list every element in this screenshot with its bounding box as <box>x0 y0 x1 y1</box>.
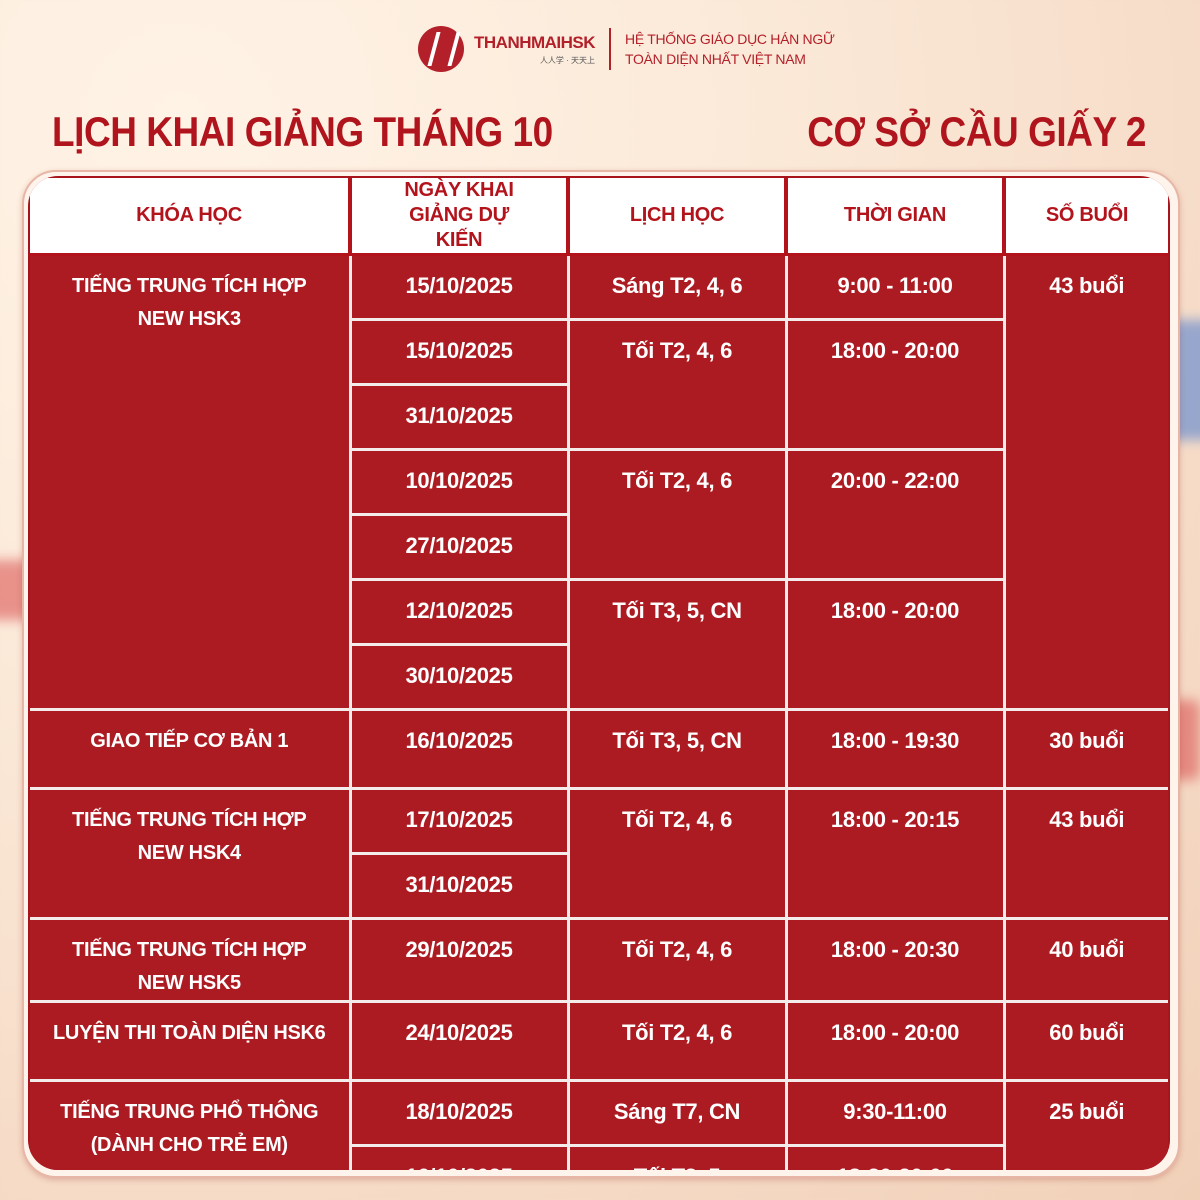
course-name-line: TIẾNG TRUNG PHỔ THÔNG <box>60 1101 319 1123</box>
schedule: Tối T3, 5, CN <box>566 578 788 711</box>
table-row: TIẾNG TRUNG PHỔ THÔNG (DÀNH CHO TRẺ EM) 18… <box>30 1079 1168 1170</box>
time: 20:00 - 22:00 <box>784 448 1006 581</box>
course-name-line: GIAO TIẾP CƠ BẢN 1 <box>90 730 289 752</box>
course-name-line: (DÀNH CHO TRẺ EM) <box>90 1134 288 1156</box>
schedule: Sáng T2, 4, 6 <box>566 253 788 321</box>
header-sessions: SỐ BUỔI <box>1004 178 1168 256</box>
header-course: KHÓA HỌC <box>30 178 352 256</box>
time: 18:00 - 19:30 <box>784 708 1006 790</box>
schedule-table-container: KHÓA HỌC NGÀY KHAI GIẢNG DỰ KIẾN LỊCH HỌC T… <box>28 176 1170 1170</box>
table-row: 12/10/2025 Tối T3, 5, CN 18:00 - 20:00 <box>30 578 1168 711</box>
schedule: Tối T3, 5, CN <box>566 708 788 790</box>
table-row: 10/10/2025 Tối T2, 4, 6 20:00 - 22:00 <box>30 448 1168 581</box>
table-row: TIẾNG TRUNG TÍCH HỢP NEW HSK4 17/10/2025 Tố… <box>30 787 1168 920</box>
course-name-line: TIẾNG TRUNG TÍCH HỢP <box>72 809 307 831</box>
table-row: GIAO TIẾP CƠ BẢN 1 16/10/2025 Tối T3, 5, C… <box>30 708 1168 790</box>
course-name-line: TIẾNG TRUNG TÍCH HỢP <box>72 939 307 961</box>
table-row: 30/10/2025 <box>30 643 1168 711</box>
table-row: TIẾNG TRUNG TÍCH HỢP NEW HSK3 15/10/2025 Sá… <box>30 253 1168 711</box>
start-date: 27/10/2025 <box>348 513 570 581</box>
session-count: 43 buổi <box>1002 253 1168 711</box>
start-date: 15/10/2025 <box>348 253 570 321</box>
course-name-cell: TIẾNG TRUNG TÍCH HỢP NEW HSK4 <box>30 787 352 920</box>
logo-mark-icon <box>418 26 464 72</box>
course-name-line: NEW HSK4 <box>137 842 241 864</box>
schedule: Tối T2, 4, 6 <box>566 318 788 451</box>
schedule: Tối T2, 4, 6 <box>566 787 788 920</box>
schedule: Tối T3, 5 <box>566 1144 788 1170</box>
logo: THANHMAIHSK 人人学 · 天天上 HỆ THỐNG GIÁO DỤC … <box>418 26 835 72</box>
table-row: TIẾNG TRUNG TÍCH HỢP NEW HSK5 29/10/2025 Tố… <box>30 917 1168 1003</box>
schedule: Tối T2, 4, 6 <box>566 448 788 581</box>
tagline-line-2: TOÀN DIỆN NHẤT VIỆT NAM <box>625 51 806 67</box>
start-date: 31/10/2025 <box>348 383 570 451</box>
course-name-cell: TIẾNG TRUNG TÍCH HỢP NEW HSK5 <box>30 917 352 1003</box>
session-count: 43 buổi <box>1002 787 1168 920</box>
page-title: LỊCH KHAI GIẢNG THÁNG 10 <box>52 108 553 155</box>
course-name-line: NEW HSK3 <box>137 308 241 330</box>
tagline-line-1: HỆ THỐNG GIÁO DỤC HÁN NGỮ <box>625 31 835 47</box>
start-date: 16/10/2025 <box>348 708 570 790</box>
start-date: 24/10/2025 <box>348 1000 570 1082</box>
course-name-cell: TIẾNG TRUNG TÍCH HỢP NEW HSK3 <box>30 253 352 711</box>
header-line: NGÀY KHAI GIẢNG DỰ KIẾN <box>404 179 514 251</box>
time: 18:30-20:00 <box>784 1144 1006 1170</box>
course-name-line: TIẾNG TRUNG TÍCH HỢP <box>72 275 307 297</box>
table-header-row: KHÓA HỌC NGÀY KHAI GIẢNG DỰ KIẾN LỊCH HỌC T… <box>30 178 1168 256</box>
time: 9:30-11:00 <box>784 1079 1006 1147</box>
session-count: 30 buổi <box>1002 708 1168 790</box>
start-date: 12/10/2025 <box>348 578 570 646</box>
schedule: Tối T2, 4, 6 <box>566 1000 788 1082</box>
start-date: 15/10/2025 <box>348 318 570 386</box>
time: 18:00 - 20:15 <box>784 787 1006 920</box>
course-name-line: NEW HSK5 <box>137 972 241 994</box>
start-date: 17/10/2025 <box>348 787 570 855</box>
course-name-cell: LUYỆN THI TOÀN DIỆN HSK6 <box>30 1000 352 1082</box>
table-row: 27/10/2025 <box>30 513 1168 581</box>
time: 18:00 - 20:00 <box>784 318 1006 451</box>
header-schedule: LỊCH HỌC <box>568 178 788 256</box>
start-date: 16/10/2025 <box>348 1144 570 1170</box>
table-row: 15/10/2025 Tối T2, 4, 6 18:00 - 20:00 <box>30 318 1168 451</box>
course-name-cell: GIAO TIẾP CƠ BẢN 1 <box>30 708 352 790</box>
time: 18:00 - 20:00 <box>784 578 1006 711</box>
start-date: 29/10/2025 <box>348 917 570 1003</box>
session-count: 40 buổi <box>1002 917 1168 1003</box>
course-name-line: LUYỆN THI TOÀN DIỆN HSK6 <box>53 1022 326 1044</box>
header-start-date: NGÀY KHAI GIẢNG DỰ KIẾN <box>350 178 570 256</box>
schedule: Sáng T7, CN <box>566 1079 788 1147</box>
course-name-cell: TIẾNG TRUNG PHỔ THÔNG (DÀNH CHO TRẺ EM) <box>30 1079 352 1170</box>
brand-name: THANHMAIHSK <box>474 32 596 52</box>
start-date: 18/10/2025 <box>348 1079 570 1147</box>
brand-motto: 人人学 · 天天上 <box>539 55 596 65</box>
table-row: 31/10/2025 <box>30 852 1168 920</box>
time: 18:00 - 20:30 <box>784 917 1006 1003</box>
start-date: 30/10/2025 <box>348 643 570 711</box>
campus-title: CƠ SỞ CẦU GIẤY 2 <box>807 108 1146 155</box>
table-row: LUYỆN THI TOÀN DIỆN HSK6 24/10/2025 Tối T2… <box>30 1000 1168 1082</box>
session-count: 60 buổi <box>1002 1000 1168 1082</box>
time: 18:00 - 20:00 <box>784 1000 1006 1082</box>
header-time: THỜI GIAN <box>786 178 1006 256</box>
schedule-table: KHÓA HỌC NGÀY KHAI GIẢNG DỰ KIẾN LỊCH HỌC T… <box>30 178 1168 1170</box>
session-count: 25 buổi <box>1002 1079 1168 1170</box>
divider <box>609 28 612 70</box>
table-row: 31/10/2025 <box>30 383 1168 451</box>
start-date: 10/10/2025 <box>348 448 570 516</box>
schedule: Tối T2, 4, 6 <box>566 917 788 1003</box>
start-date: 31/10/2025 <box>348 852 570 920</box>
time: 9:00 - 11:00 <box>784 253 1006 321</box>
